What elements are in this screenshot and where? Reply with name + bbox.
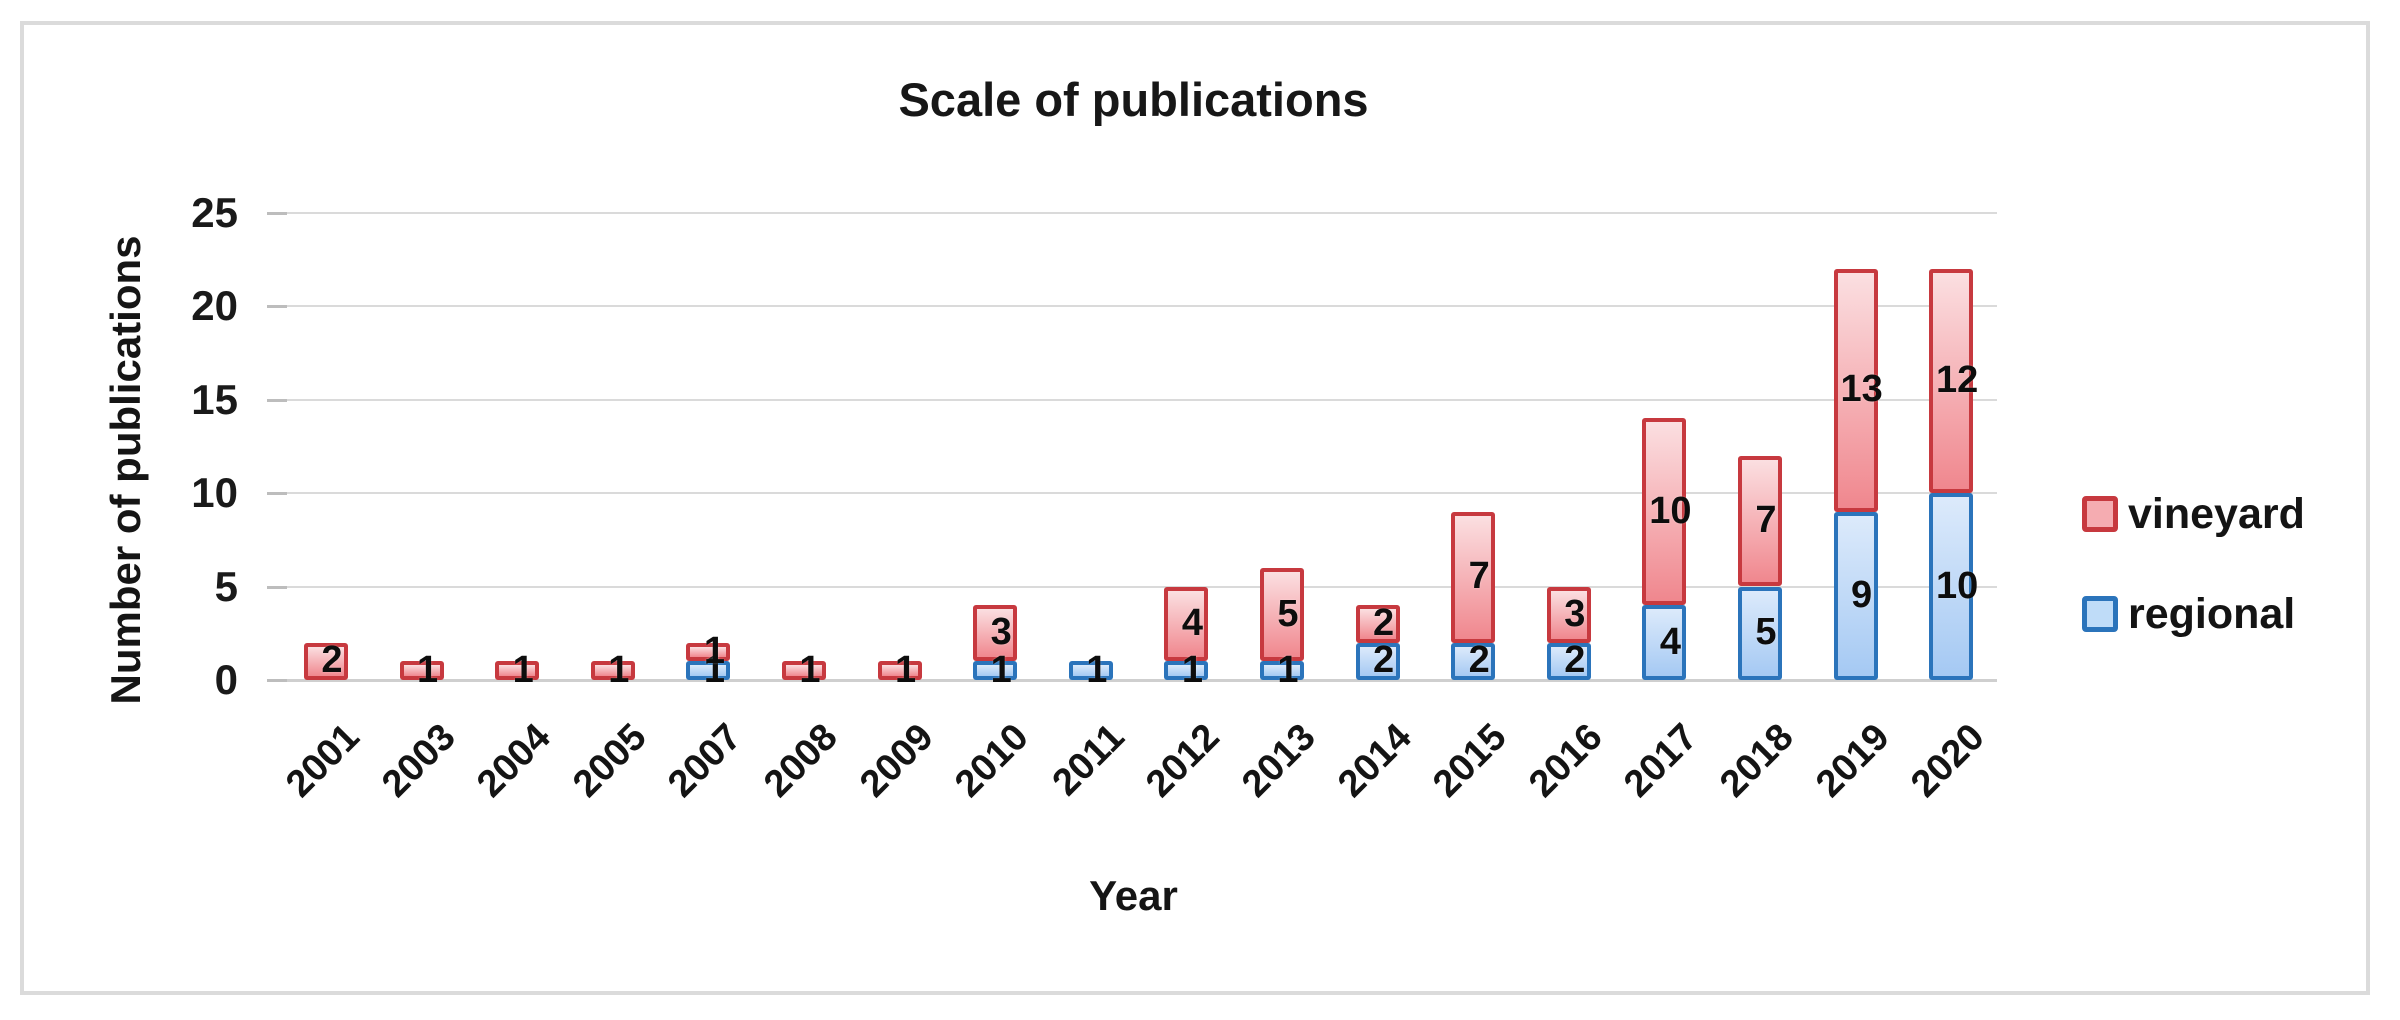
data-label-regional-2020: 10	[1936, 564, 1979, 607]
y-tick-label-25: 25	[191, 188, 238, 236]
figure-border	[20, 21, 2370, 995]
data-label-vineyard-2010: 3	[990, 611, 1012, 654]
data-label-vineyard-2013: 5	[1277, 592, 1299, 635]
y-tick-mark-0	[267, 679, 287, 682]
bar-regional-2014	[1355, 642, 1400, 680]
data-label-vineyard-2019: 13	[1840, 368, 1883, 411]
legend: vineyard regional	[2082, 490, 2305, 690]
data-label-regional-2018: 5	[1755, 611, 1777, 654]
data-label-vineyard-2003: 1	[417, 648, 439, 691]
y-tick-mark-10	[267, 492, 287, 495]
data-label-vineyard-2017: 10	[1649, 489, 1692, 532]
bar-vineyard-2012	[1164, 586, 1209, 662]
data-label-vineyard-2015: 7	[1468, 555, 1490, 598]
legend-label-regional: regional	[2128, 589, 2296, 638]
bar-vineyard-2014	[1355, 605, 1400, 643]
data-label-vineyard-2005: 1	[608, 648, 630, 691]
y-tick-mark-15	[267, 398, 287, 402]
bar-vineyard-2020	[1929, 268, 1974, 493]
legend-label-vineyard: vineyard	[2128, 489, 2305, 538]
bar-regional-2017	[1642, 605, 1687, 680]
data-label-regional-2013: 1	[1277, 648, 1299, 691]
data-label-vineyard-2016: 3	[1564, 592, 1586, 635]
bar-vineyard-2005	[590, 661, 635, 680]
data-label-vineyard-2014: 2	[1373, 601, 1395, 644]
data-label-vineyard-2020: 12	[1936, 358, 1979, 401]
y-tick-label-5: 5	[214, 562, 238, 610]
bar-vineyard-2007	[686, 642, 731, 662]
bar-vineyard-2013	[1260, 567, 1304, 662]
data-label-regional-2017: 4	[1659, 620, 1681, 663]
data-label-regional-2010: 1	[990, 648, 1012, 691]
bar-vineyard-2018	[1738, 455, 1782, 587]
legend-item-regional: regional	[2082, 590, 2305, 638]
y-tick-label-20: 20	[191, 282, 238, 329]
bar-regional-2007	[686, 661, 731, 680]
y-tick-mark-20	[267, 305, 287, 308]
bar-regional-2013	[1260, 661, 1304, 680]
gridline-y-10	[270, 492, 1997, 494]
bar-regional-2018	[1738, 586, 1782, 680]
legend-item-vineyard: vineyard	[2082, 490, 2305, 538]
bar-vineyard-2010	[973, 605, 1018, 662]
bar-vineyard-2001	[304, 642, 348, 680]
data-label-regional-2007: 1	[703, 648, 725, 691]
bar-vineyard-2016	[1546, 586, 1591, 643]
data-label-vineyard-2008: 1	[799, 648, 821, 691]
chart-title: Scale of publications	[898, 73, 1369, 126]
bar-regional-2019	[1833, 511, 1878, 680]
bar-vineyard-2004	[495, 661, 540, 680]
data-label-regional-2015: 2	[1468, 639, 1490, 682]
gridline-y-25	[270, 211, 1997, 214]
data-label-regional-2016: 2	[1564, 639, 1586, 682]
y-tick-label-15: 15	[191, 375, 238, 423]
regional-swatch-icon	[2082, 596, 2118, 632]
bar-regional-2010	[973, 661, 1018, 680]
data-label-vineyard-2012: 4	[1181, 601, 1203, 644]
bar-regional-2012	[1164, 661, 1209, 680]
gridline-y-0	[270, 679, 1997, 682]
data-label-vineyard-2007: 1	[703, 629, 725, 672]
vineyard-swatch-icon	[2082, 496, 2118, 532]
bar-vineyard-2019	[1833, 268, 1878, 512]
bar-vineyard-2008	[782, 661, 826, 680]
gridline-y-15	[270, 398, 1997, 401]
bar-vineyard-2015	[1451, 511, 1496, 643]
bar-regional-2011	[1068, 661, 1113, 680]
data-label-regional-2012: 1	[1181, 648, 1203, 691]
data-label-vineyard-2018: 7	[1755, 499, 1777, 542]
gridline-y-5	[270, 585, 1997, 588]
data-label-vineyard-2004: 1	[512, 648, 534, 691]
bar-regional-2016	[1546, 642, 1591, 680]
data-label-regional-2019: 9	[1851, 573, 1873, 616]
bar-regional-2020	[1929, 493, 1974, 680]
y-tick-mark-5	[267, 585, 287, 589]
data-label-regional-2014: 2	[1373, 639, 1395, 682]
y-tick-mark-25	[267, 211, 287, 215]
bar-vineyard-2009	[877, 661, 922, 680]
bar-vineyard-2003	[399, 661, 444, 680]
x-axis-title: Year	[1089, 872, 1178, 919]
y-tick-label-10: 10	[191, 469, 238, 516]
bar-regional-2015	[1451, 642, 1496, 680]
y-tick-label-0: 0	[214, 656, 238, 703]
bar-vineyard-2017	[1642, 418, 1687, 606]
data-label-vineyard-2001: 2	[321, 639, 343, 682]
data-label-vineyard-2009: 1	[895, 648, 917, 691]
data-label-regional-2011: 1	[1086, 648, 1108, 691]
gridline-y-20	[270, 305, 1997, 307]
